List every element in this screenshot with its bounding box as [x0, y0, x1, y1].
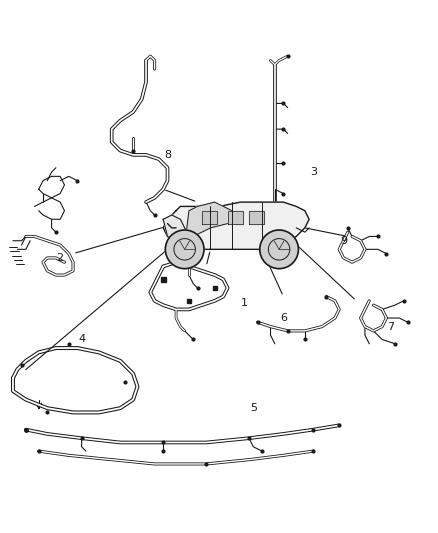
Text: 6: 6 — [280, 313, 287, 323]
Polygon shape — [202, 211, 217, 223]
Bar — [187, 298, 191, 303]
Polygon shape — [163, 202, 309, 249]
Polygon shape — [249, 211, 264, 223]
Polygon shape — [228, 211, 243, 223]
Text: 4: 4 — [78, 335, 85, 344]
Text: 1: 1 — [241, 298, 248, 308]
Polygon shape — [163, 215, 189, 245]
Text: 7: 7 — [387, 321, 394, 332]
Bar — [212, 286, 217, 290]
Text: 9: 9 — [340, 236, 347, 246]
Bar — [161, 277, 166, 281]
Circle shape — [166, 230, 204, 269]
Polygon shape — [185, 202, 236, 245]
Text: 8: 8 — [164, 150, 171, 160]
Text: 2: 2 — [57, 253, 64, 263]
Circle shape — [260, 230, 298, 269]
Text: 3: 3 — [310, 167, 317, 177]
Text: 5: 5 — [250, 403, 257, 413]
